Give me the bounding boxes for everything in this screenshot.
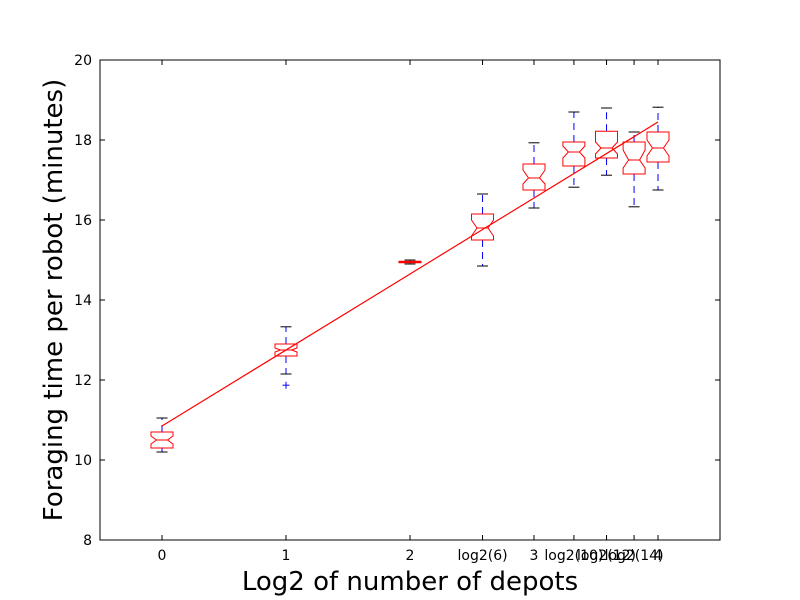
notched-box — [646, 131, 670, 163]
x-tick-label: 4 — [654, 548, 663, 564]
y-tick-label: 20 — [74, 53, 92, 69]
notched-box — [595, 130, 618, 159]
x-tick-label: log2(6) — [457, 548, 507, 564]
x-tick-label: 1 — [282, 548, 291, 564]
box-3 — [471, 193, 494, 267]
x-tick-label: log2(10) — [544, 548, 603, 564]
box-6 — [595, 107, 618, 176]
y-tick-label: 16 — [74, 213, 92, 229]
outlier-0 — [282, 381, 290, 389]
x-axis-label: Log2 of number of depots — [242, 567, 578, 597]
box-5 — [562, 111, 586, 188]
x-tick-label: 3 — [530, 548, 539, 564]
box-0 — [150, 417, 174, 453]
axis-ticks: 0 1 2 log2(6) 3 log2(10)log2(12)log2(14)48101… — [74, 53, 720, 564]
box-2 — [398, 259, 422, 265]
y-tick-label: 8 — [83, 533, 92, 549]
notched-box — [471, 213, 494, 241]
notched-box — [274, 343, 298, 357]
box-7 — [622, 131, 646, 208]
notched-box — [562, 141, 586, 167]
box-8 — [646, 106, 670, 191]
box-1 — [274, 326, 298, 389]
fit-line — [161, 121, 659, 427]
notched-box — [522, 163, 546, 191]
x-tick-label: log2(14) — [605, 548, 664, 564]
y-tick-label: 18 — [74, 133, 92, 149]
notched-box — [150, 431, 174, 449]
x-tick-label: 0 — [158, 548, 167, 564]
notched-box — [622, 141, 646, 175]
y-axis-label: Foraging time per robot (minutes) — [39, 79, 69, 521]
plot-content — [150, 106, 670, 453]
y-tick-label: 10 — [74, 453, 92, 469]
y-tick-label: 12 — [74, 373, 92, 389]
plot-frame — [99, 59, 721, 541]
x-tick-label: 2 — [406, 548, 415, 564]
y-tick-label: 14 — [74, 293, 92, 309]
box-4 — [522, 142, 546, 209]
notched-box — [398, 260, 422, 264]
x-tick-label: log2(12) — [577, 548, 636, 564]
